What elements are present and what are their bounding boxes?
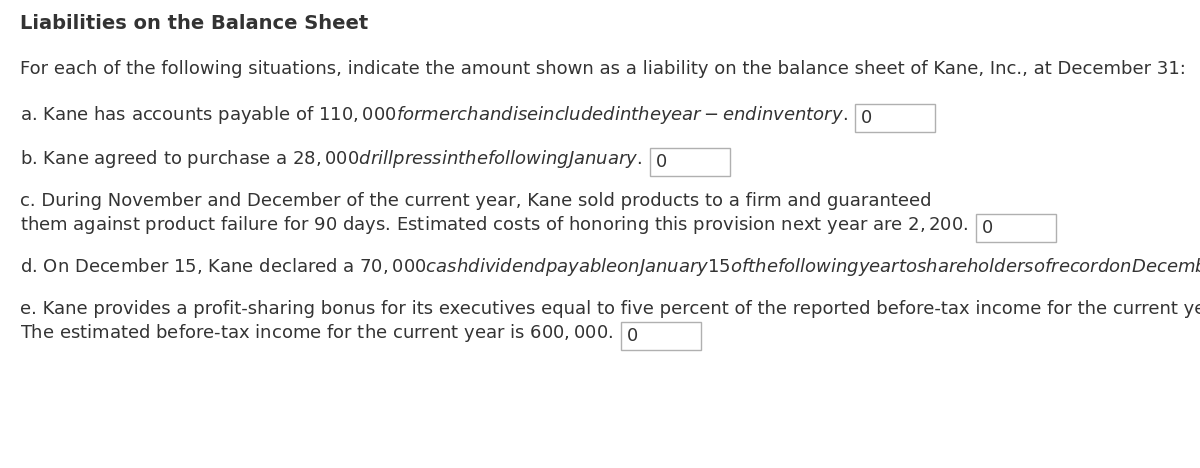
Text: The estimated before-tax income for the current year is $600,000. $: The estimated before-tax income for the … — [20, 322, 619, 344]
Bar — [620, 322, 701, 350]
Text: them against product failure for 90 days. Estimated costs of honoring this provi: them against product failure for 90 days… — [20, 214, 974, 236]
Text: Liabilities on the Balance Sheet: Liabilities on the Balance Sheet — [20, 14, 368, 33]
Bar — [856, 104, 935, 132]
Bar — [976, 214, 1056, 242]
Text: 0: 0 — [655, 153, 667, 171]
Text: b. Kane agreed to purchase a $28,000 drill press in the following January. $: b. Kane agreed to purchase a $28,000 dri… — [20, 148, 648, 170]
Text: 0: 0 — [862, 109, 872, 127]
Text: 0: 0 — [982, 219, 994, 237]
Text: d. On December 15, Kane declared a $70,000 cash dividend payable on January 15 o: d. On December 15, Kane declared a $70,0… — [20, 256, 1200, 278]
Text: 0: 0 — [626, 327, 638, 345]
Bar — [649, 148, 730, 176]
Text: c. During November and December of the current year, Kane sold products to a fir: c. During November and December of the c… — [20, 192, 931, 210]
Text: For each of the following situations, indicate the amount shown as a liability o: For each of the following situations, in… — [20, 60, 1186, 78]
Text: a. Kane has accounts payable of $110,000 for merchandise included in the year-en: a. Kane has accounts payable of $110,000… — [20, 104, 853, 126]
Text: e. Kane provides a profit-sharing bonus for its executives equal to five percent: e. Kane provides a profit-sharing bonus … — [20, 300, 1200, 318]
